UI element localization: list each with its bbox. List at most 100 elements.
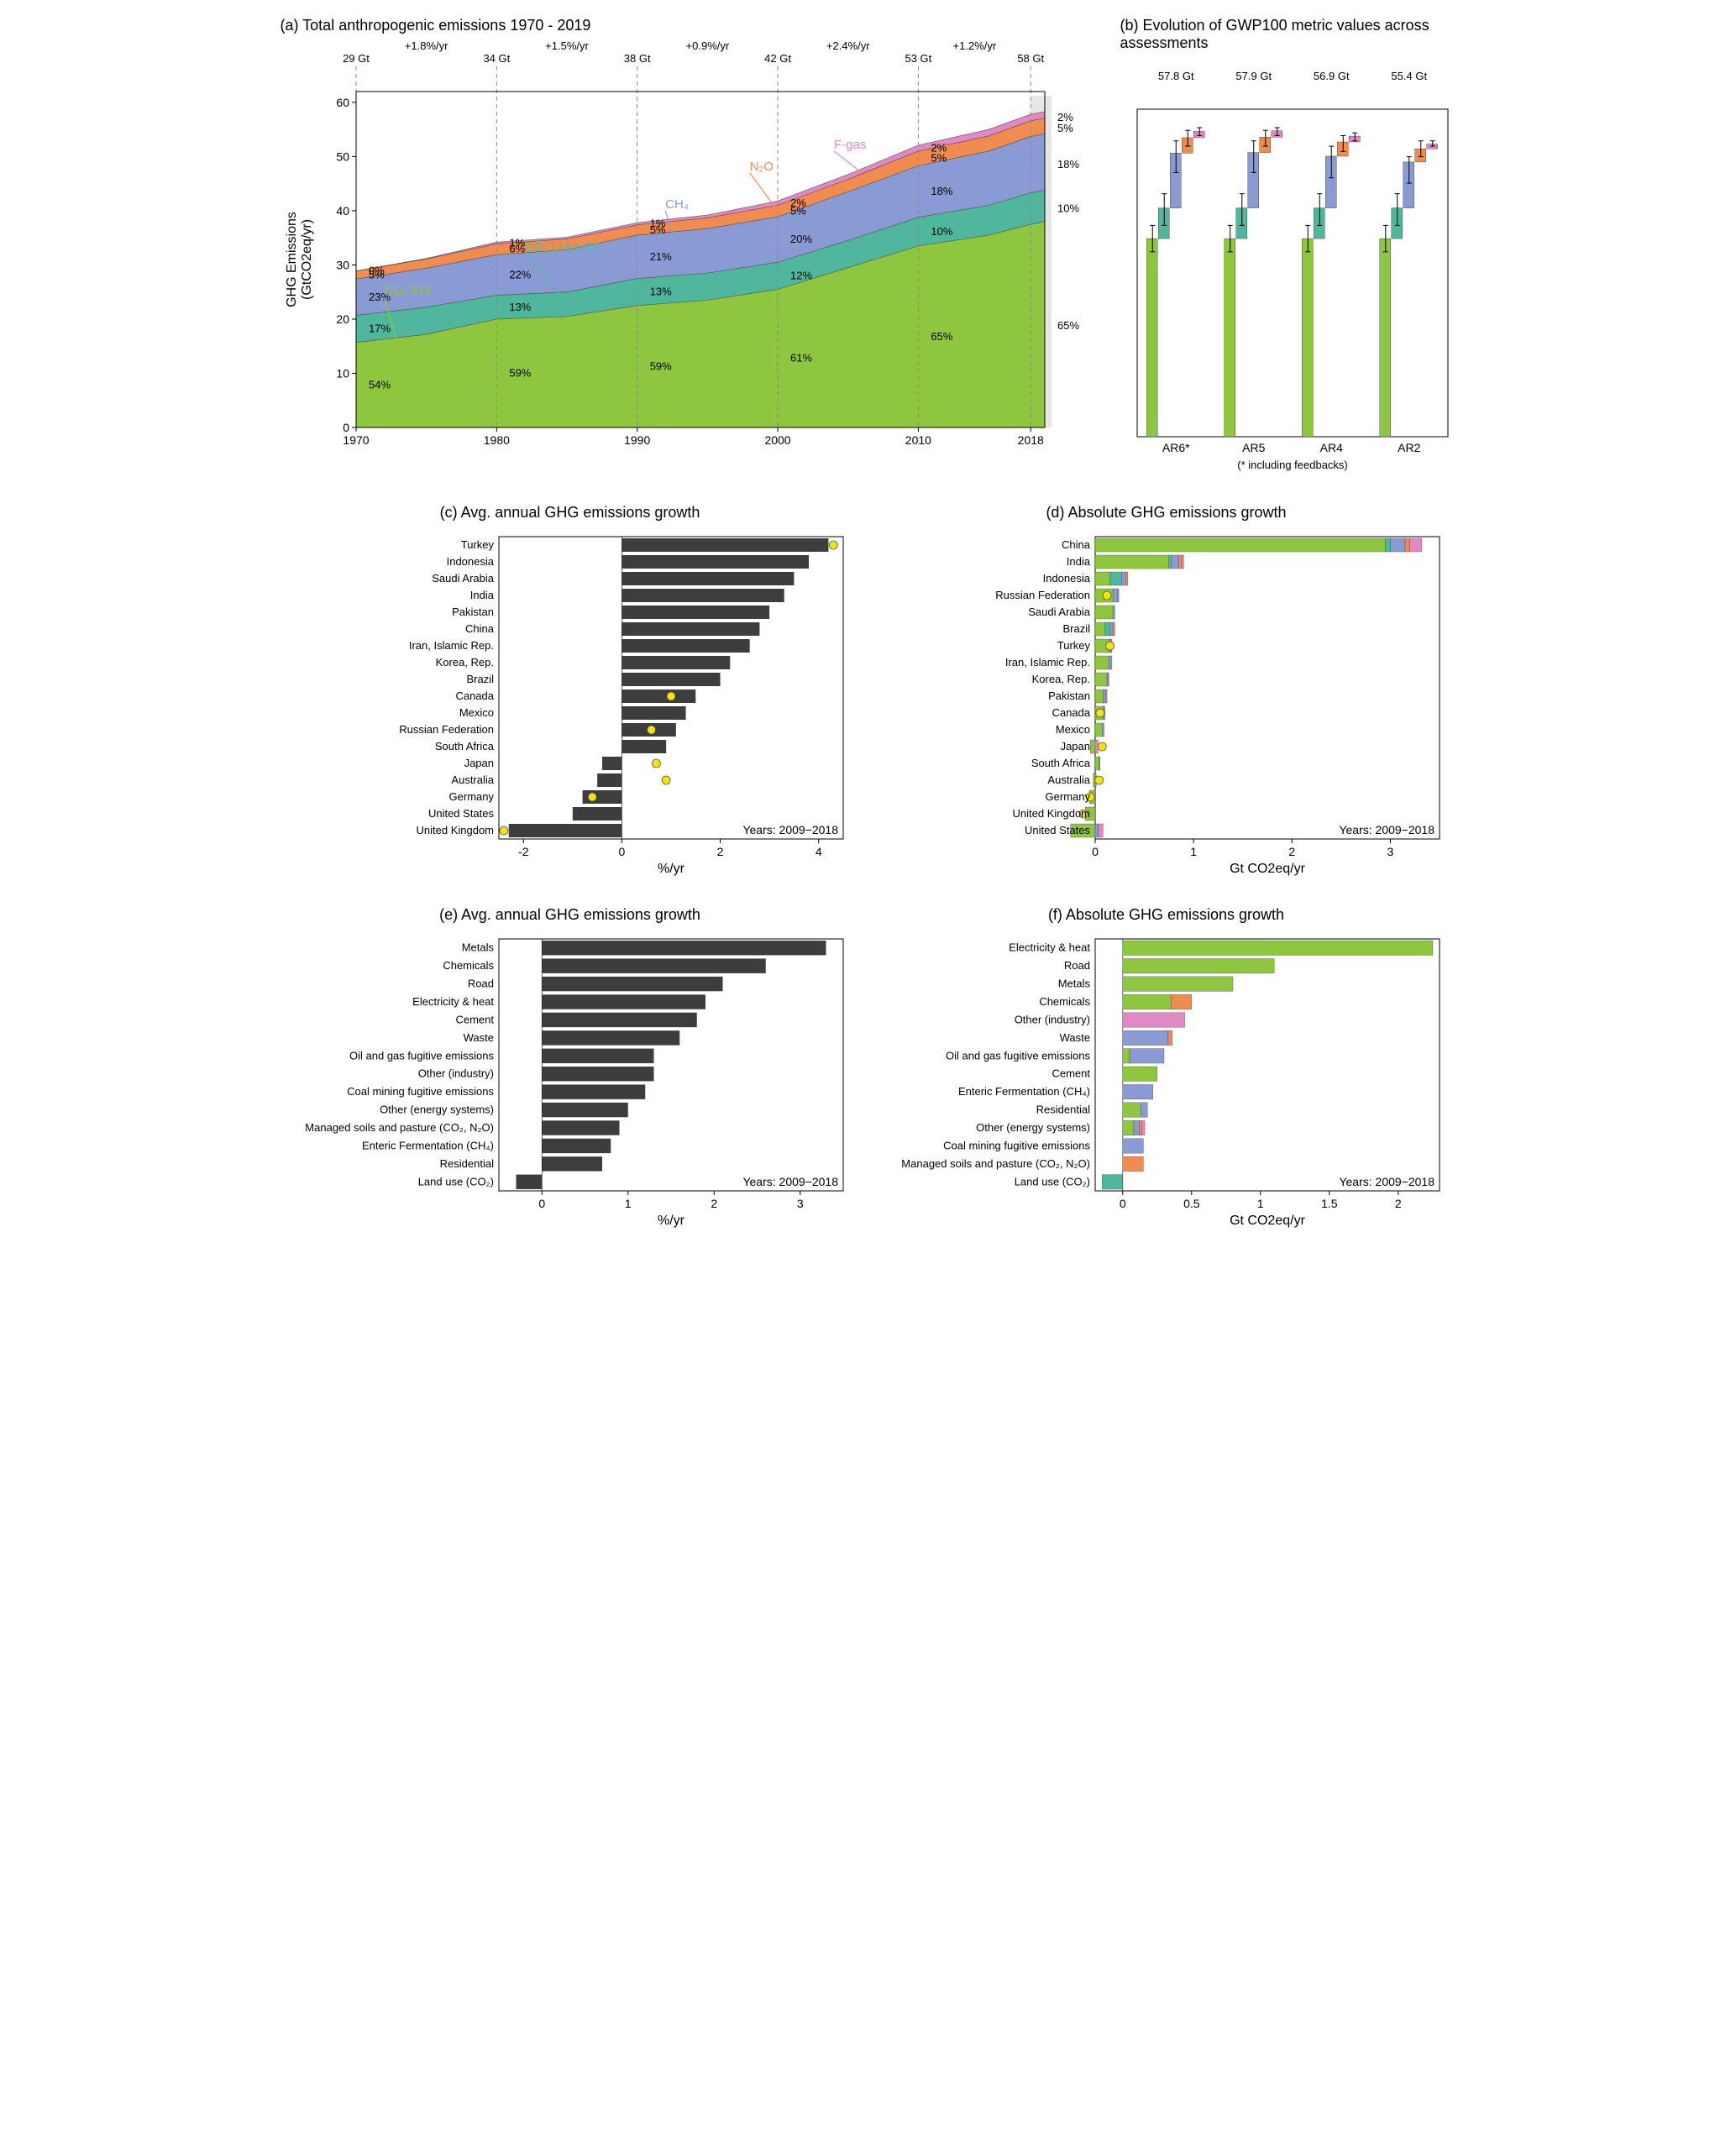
svg-text:2: 2 [1288,845,1295,858]
svg-text:Korea, Rep.: Korea, Rep. [1031,673,1089,685]
svg-text:Russian Federation: Russian Federation [995,589,1090,601]
svg-text:Australia: Australia [451,773,494,786]
svg-text:40: 40 [336,204,349,218]
svg-text:Managed soils and pasture (CO₂: Managed soils and pasture (CO₂, N₂O) [305,1121,494,1134]
svg-text:CO₂ FFI: CO₂ FFI [384,284,430,298]
svg-text:Turkey: Turkey [460,538,494,551]
panel-c-title: (c) Avg. annual GHG emissions growth [281,504,860,522]
svg-text:Land use (CO₂): Land use (CO₂) [1014,1175,1089,1188]
svg-text:Other (industry): Other (industry) [1014,1013,1089,1025]
svg-text:57.8 Gt: 57.8 Gt [1157,70,1193,82]
svg-text:+1.5%/yr: +1.5%/yr [545,41,589,52]
svg-text:Electricity & heat: Electricity & heat [1009,941,1090,954]
svg-text:3: 3 [796,1197,803,1210]
panel-e: (e) Avg. annual GHG emissions growth Met… [281,906,860,1233]
svg-text:65%: 65% [1057,319,1079,332]
panel-b: (b) Evolution of GWP100 metric values ac… [1120,17,1456,479]
svg-text:54%: 54% [369,378,391,391]
svg-text:Years: 2009−2018: Years: 2009−2018 [742,1175,838,1188]
svg-text:United Kingdom: United Kingdom [416,824,494,836]
svg-text:South Africa: South Africa [1031,757,1090,769]
svg-text:Coal mining fugitive emissions: Coal mining fugitive emissions [347,1085,494,1098]
svg-text:Russian Federation: Russian Federation [399,723,494,736]
svg-text:60: 60 [336,96,349,109]
svg-text:United States: United States [1024,824,1090,836]
svg-text:United Kingdom: United Kingdom [1012,807,1090,820]
svg-text:+2.4%/yr: +2.4%/yr [826,41,869,52]
svg-text:2: 2 [711,1197,717,1210]
svg-text:+1.2%/yr: +1.2%/yr [952,41,996,52]
svg-text:20: 20 [336,312,349,326]
svg-text:18%: 18% [931,185,952,197]
svg-text:55.4 Gt: 55.4 Gt [1391,70,1427,82]
svg-text:1990: 1990 [624,433,650,447]
svg-text:56.9 Gt: 56.9 Gt [1313,70,1349,82]
svg-text:Years: 2009−2018: Years: 2009−2018 [1339,1175,1434,1188]
svg-text:F-gas: F-gas [833,138,865,152]
svg-text:Metals: Metals [1057,978,1090,990]
svg-text:Australia: Australia [1047,773,1090,786]
svg-text:0.5: 0.5 [1183,1197,1200,1210]
svg-text:Cement: Cement [1052,1067,1090,1080]
svg-text:India: India [469,589,494,601]
svg-text:1970: 1970 [343,433,369,447]
svg-text:AR2: AR2 [1398,441,1420,454]
svg-text:58 Gt: 58 Gt [1017,52,1044,65]
svg-text:0: 0 [618,845,625,858]
svg-text:2%: 2% [931,141,947,154]
svg-text:Canada: Canada [455,689,494,702]
svg-text:AR6*: AR6* [1162,441,1189,454]
svg-text:China: China [1062,538,1091,551]
svg-text:1%: 1% [509,236,525,249]
svg-text:29 Gt: 29 Gt [343,52,370,65]
svg-text:0: 0 [1119,1197,1125,1210]
svg-text:United States: United States [427,807,494,820]
svg-text:Road: Road [1063,959,1089,972]
svg-text:30: 30 [336,258,349,271]
svg-text:65%: 65% [931,330,952,343]
svg-text:Electricity & heat: Electricity & heat [412,995,494,1008]
svg-text:61%: 61% [790,352,812,364]
svg-text:2%: 2% [1057,111,1073,123]
svg-text:Waste: Waste [463,1031,493,1044]
svg-text:Years: 2009−2018: Years: 2009−2018 [742,823,838,836]
svg-text:17%: 17% [369,322,391,335]
svg-text:CH₄: CH₄ [665,197,689,212]
svg-text:%/yr: %/yr [658,1214,685,1228]
svg-text:AR4: AR4 [1319,441,1342,454]
svg-text:CO₂ LULUCF: CO₂ LULUCF [524,241,601,255]
svg-text:-2: -2 [518,845,529,858]
panel-a: (a) Total anthropogenic emissions 1970 -… [281,17,1104,479]
svg-text:Other (energy systems): Other (energy systems) [976,1121,1090,1134]
svg-text:2%: 2% [790,197,806,209]
svg-text:1: 1 [1190,845,1197,858]
panel-d: (d) Absolute GHG emissions growth ChinaI… [877,504,1456,881]
svg-text:53 Gt: 53 Gt [905,52,931,65]
svg-text:20%: 20% [790,233,812,245]
svg-text:Land use (CO₂): Land use (CO₂) [417,1175,493,1188]
svg-text:13%: 13% [509,301,531,313]
svg-text:Saudi Arabia: Saudi Arabia [432,572,494,585]
svg-text:1%: 1% [649,217,665,229]
panel-d-title: (d) Absolute GHG emissions growth [877,504,1456,522]
panel-b-title: (b) Evolution of GWP100 metric values ac… [1120,17,1456,52]
svg-text:34 Gt: 34 Gt [483,52,510,65]
svg-text:+0.9%/yr: +0.9%/yr [685,41,729,52]
svg-text:1.5: 1.5 [1321,1197,1338,1210]
svg-text:Turkey: Turkey [1057,639,1090,652]
panel-c: (c) Avg. annual GHG emissions growth Tur… [281,504,860,881]
svg-text:Gt CO2eq/yr: Gt CO2eq/yr [1230,862,1305,876]
svg-text:Waste: Waste [1059,1031,1089,1044]
panel-f-title: (f) Absolute GHG emissions growth [877,906,1456,924]
svg-text:Other (industry): Other (industry) [417,1067,493,1080]
svg-text:Chemicals: Chemicals [443,959,494,972]
svg-text:GHG Emissions(GtCO2eq/yr): GHG Emissions(GtCO2eq/yr) [285,212,314,307]
svg-text:Canada: Canada [1052,706,1090,719]
svg-text:50: 50 [336,149,349,163]
panel-a-title: (a) Total anthropogenic emissions 1970 -… [281,17,1104,34]
svg-text:Cement: Cement [455,1013,494,1025]
svg-text:12%: 12% [790,269,812,281]
svg-text:3: 3 [1387,845,1393,858]
svg-text:Japan: Japan [1060,740,1089,752]
svg-text:2: 2 [1394,1197,1401,1210]
